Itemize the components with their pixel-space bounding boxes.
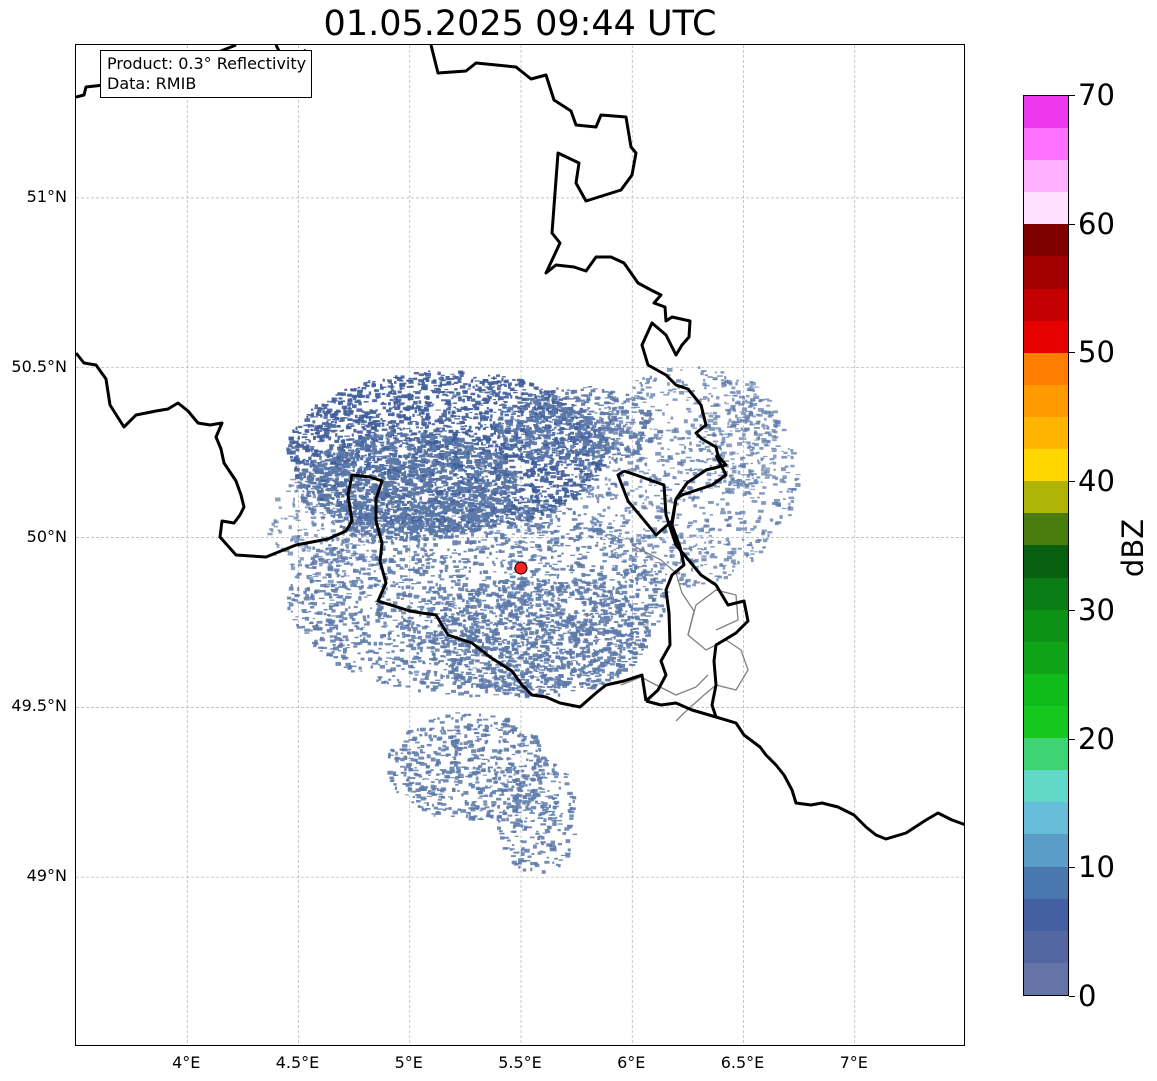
echo-cluster [387,712,549,821]
colorbar-tick [1069,867,1075,869]
colorbar-tick-label: 20 [1078,721,1115,756]
colorbar-segment [1024,802,1068,835]
colorbar-segment [1024,673,1068,707]
colorbar-label: dBZ [1116,518,1150,578]
colorbar-segment [1024,95,1068,129]
colorbar-tick-label: 10 [1078,850,1115,885]
lat-tick-label: 49°N [26,866,67,886]
border-belgium-lux-germany [623,469,750,718]
product-label: Product: 0.3° Reflectivity [107,54,307,73]
colorbar-tick-label: 40 [1078,464,1115,499]
colorbar-segment [1024,706,1068,739]
colorbar-tick [1069,352,1075,354]
border-belgium-luxembourg [644,493,686,703]
border-germany-france [645,699,964,841]
lat-tick-label: 51°N [26,186,67,206]
colorbar-segment [1024,384,1068,418]
lon-tick-label: 6°E [617,1053,646,1072]
lon-tick-label: 4.5°E [275,1053,320,1072]
border-france-belgium [76,352,648,709]
colorbar-tick [1069,223,1075,225]
lon-tick-label: 5°E [394,1053,423,1072]
lon-tick-label: 6.5°E [720,1053,765,1072]
colorbar-segment [1024,866,1068,899]
colorbar-tick [1069,481,1075,483]
map-panel[interactable] [75,44,965,1046]
colorbar-segment [1024,417,1068,450]
admin-borders [620,544,749,722]
colorbar-tick-label: 70 [1078,78,1115,112]
lat-tick-label: 50.5°N [11,356,67,376]
colorbar-segment [1024,449,1068,482]
echo-cluster [578,366,801,588]
colorbar-tick [1069,738,1075,740]
colorbar-tick-label: 0 [1078,979,1097,1013]
colorbar-segment [1024,513,1068,546]
colorbar-tick-label: 50 [1078,335,1115,370]
border-nl-germany-north [429,45,728,537]
radar-map[interactable] [76,45,965,1046]
colorbar-segment [1024,481,1068,514]
colorbar-segment [1024,320,1068,353]
colorbar-segment [1024,770,1068,803]
data-source-label: Data: RMIB [107,74,197,93]
colorbar-segment [1024,192,1068,225]
echo-cluster [428,576,651,699]
colorbar-segment [1024,609,1068,642]
colorbar-tick [1069,95,1075,96]
lat-tick-label: 50°N [26,526,67,546]
colorbar-segment [1024,352,1068,385]
luxembourg-canton-border [620,674,709,696]
colorbar-segment [1024,224,1068,257]
colorbar-tick-label: 60 [1078,206,1115,241]
colorbar-segment [1024,545,1068,578]
colorbar-segment [1024,256,1068,289]
map-title: 01.05.2025 09:44 UTC [323,4,717,44]
colorbar-tick [1069,996,1075,997]
echo-cluster [496,756,578,874]
product-info-box: Product: 0.3° Reflectivity Data: RMIB [100,50,313,98]
colorbar-segment [1024,738,1068,771]
colorbar-segment [1024,288,1068,321]
border-luxembourg-germany [681,454,728,497]
colorbar-segment [1024,898,1068,931]
colorbar-segment [1024,128,1068,161]
lon-tick-label: 7°E [839,1053,868,1072]
luxembourg-canton-border [687,589,739,636]
lon-tick-label: 5.5°E [498,1053,542,1072]
colorbar [1023,95,1069,996]
colorbar-tick-label: 30 [1078,592,1115,627]
lat-tick-label: 49.5°N [11,696,67,716]
lon-tick-label: 4°E [172,1053,201,1072]
colorbar-segment [1024,834,1068,867]
colorbar-segment [1024,962,1068,995]
radar-site-marker [514,561,528,575]
gridlines [76,45,964,1045]
colorbar-segment [1024,160,1068,193]
radar-echoes [267,366,801,874]
colorbar-segment [1024,930,1068,963]
colorbar-segment [1024,641,1068,674]
colorbar-segment [1024,577,1068,610]
echo-cluster [698,379,780,496]
colorbar-tick [1069,609,1075,611]
